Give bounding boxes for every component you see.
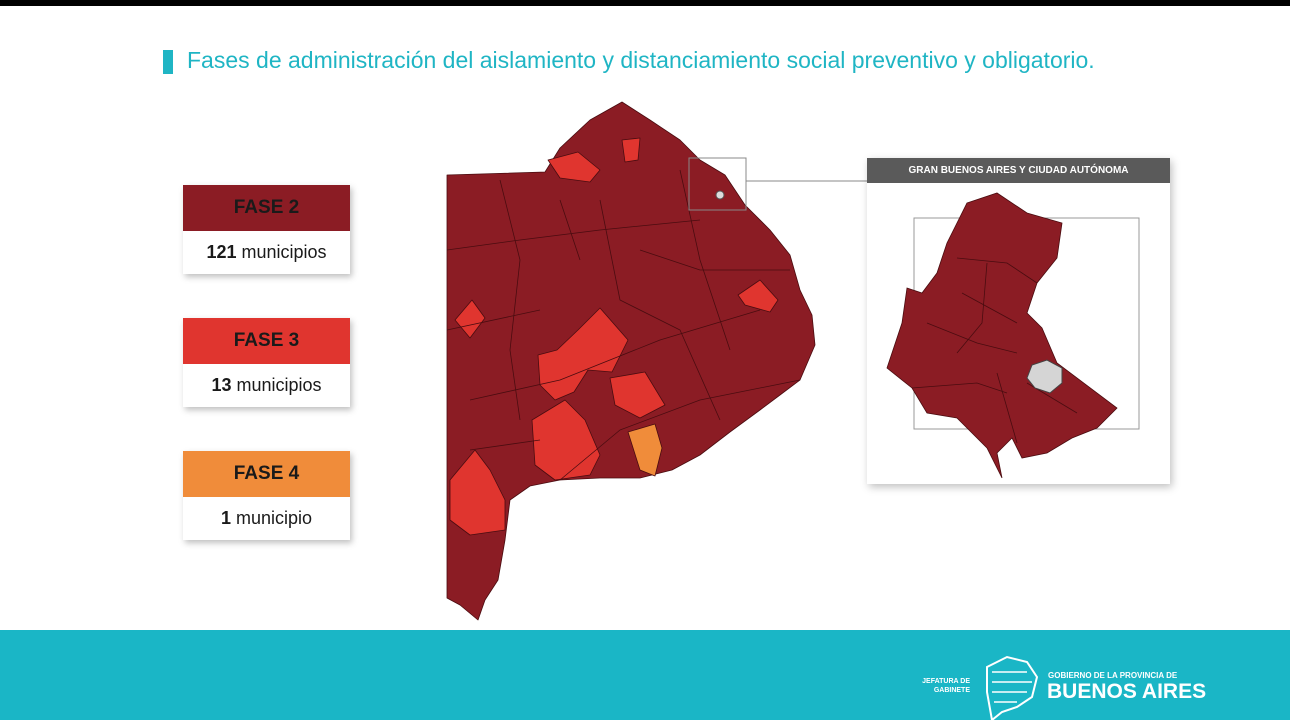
fase3-region [737, 279, 779, 313]
inset-title: GRAN BUENOS AIRES Y CIUDAD AUTÓNOMA [867, 158, 1170, 183]
fase3-region [449, 449, 506, 536]
province-name: BUENOS AIRES [1047, 680, 1207, 703]
title-marker [163, 50, 173, 74]
fase3-region [537, 307, 629, 401]
fase4-region [627, 423, 663, 477]
gba-shape [886, 192, 1118, 479]
legend-label: FASE 4 [183, 451, 350, 497]
legend-count-row: 1 municipio [183, 497, 350, 540]
fase3-region [454, 299, 486, 339]
gba-district-lines [911, 257, 1078, 444]
logo-lines [992, 671, 1032, 703]
caba-shape [1026, 359, 1063, 394]
caba-dot [715, 190, 725, 200]
province-logo [986, 655, 1039, 720]
logo-shape [986, 655, 1039, 720]
fase3-region [547, 151, 601, 183]
legend-unit: municipios [241, 242, 327, 262]
legend-item: FASE 3 13 municipios [183, 318, 350, 407]
legend-unit: municipios [236, 375, 322, 395]
slide-title: Fases de administración del aislamiento … [187, 47, 1095, 73]
inset-map [886, 192, 1140, 479]
legend-label: FASE 2 [183, 185, 350, 231]
province-shape [446, 101, 816, 621]
legend-unit: municipio [235, 508, 313, 528]
agency-name: JEFATURA DE GABINETE [922, 678, 970, 694]
legend-count: 121 [206, 242, 237, 262]
government-name: GOBIERNO DE LA PROVINCIA DE [1048, 671, 1178, 680]
legend-item: FASE 2 121 municipios [183, 185, 350, 274]
fase3-region [609, 371, 666, 419]
inset-panel: GRAN BUENOS AIRES Y CIUDAD AUTÓNOMA [867, 158, 1170, 484]
legend-count-row: 13 municipios [183, 364, 350, 407]
district-lines [446, 169, 801, 481]
legend-count: 13 [211, 375, 232, 395]
legend-label: FASE 3 [183, 318, 350, 364]
fase3-region [531, 399, 601, 481]
legend-item: FASE 4 1 municipio [183, 451, 350, 540]
legend-count-row: 121 municipios [183, 231, 350, 274]
top-bar [0, 0, 1290, 6]
zoom-frame [688, 157, 747, 211]
province-map [446, 101, 867, 621]
footer-bar: JEFATURA DE GABINETE GOBIERNO DE LA PROV… [0, 630, 1290, 720]
fase3-region [621, 137, 641, 163]
legend-count: 1 [220, 508, 231, 528]
